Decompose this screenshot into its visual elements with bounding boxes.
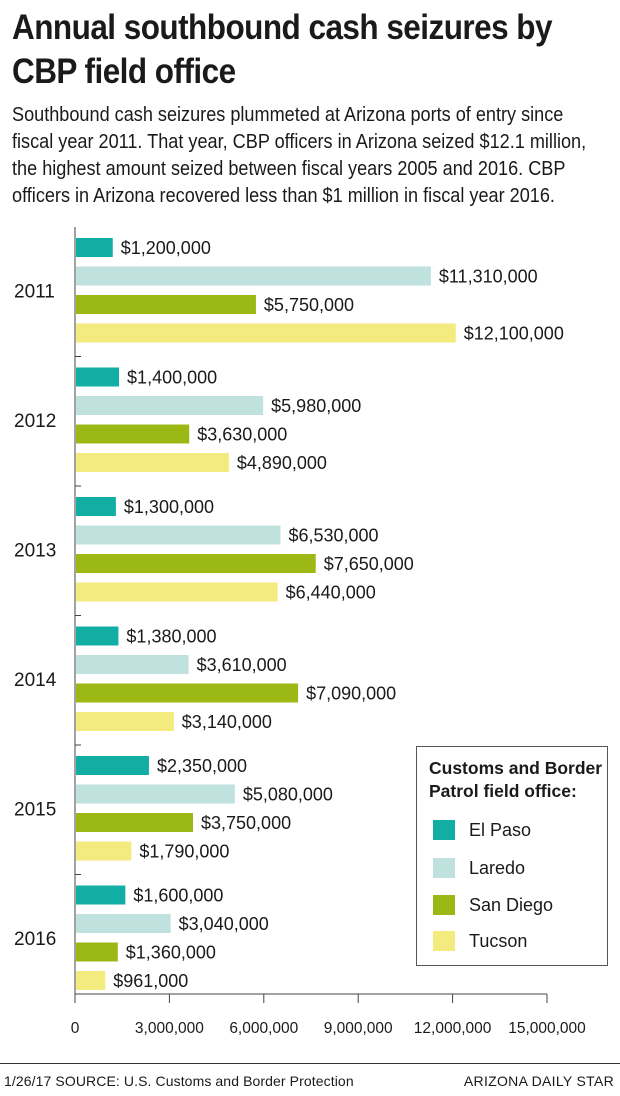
chart-subtitle: Southbound cash seizures plummeted at Ar… xyxy=(12,104,587,207)
bar-el-paso-2011 xyxy=(76,238,113,257)
data-label-laredo-2015: $5,080,000 xyxy=(243,785,333,805)
bar-san-diego-2013 xyxy=(76,554,316,573)
legend-swatch-laredo xyxy=(433,858,455,878)
data-label-san-diego-2014: $7,090,000 xyxy=(306,684,396,704)
bar-el-paso-2012 xyxy=(76,367,120,387)
legend-swatch-tucson xyxy=(433,931,455,951)
footer-divider xyxy=(0,1063,620,1064)
x-tick-label: 12,000,000 xyxy=(414,1020,492,1037)
data-label-tucson-2016: $961,000 xyxy=(113,971,188,991)
category-label-2013: 2013 xyxy=(14,540,56,561)
legend-label-laredo: Laredo xyxy=(469,857,526,878)
chart-title: Annual southbound cash seizures by CBP f… xyxy=(12,8,553,91)
legend-item-tucson: Tucson xyxy=(433,930,527,952)
data-label-tucson-2011: $12,100,000 xyxy=(464,324,564,344)
data-label-san-diego-2016: $1,360,000 xyxy=(126,943,216,963)
bar-san-diego-2015 xyxy=(76,813,193,832)
data-label-tucson-2015: $1,790,000 xyxy=(139,842,229,862)
data-label-san-diego-2011: $5,750,000 xyxy=(264,295,354,315)
legend-swatch-san-diego xyxy=(433,895,455,915)
x-tick-label: 9,000,000 xyxy=(324,1020,393,1037)
bar-laredo-2014 xyxy=(76,655,189,674)
bar-laredo-2016 xyxy=(76,914,171,933)
category-label-2011: 2011 xyxy=(14,281,55,302)
bar-el-paso-2016 xyxy=(76,885,126,905)
bar-tucson-2014 xyxy=(76,712,174,731)
bar-laredo-2015 xyxy=(76,784,235,804)
bar-laredo-2012 xyxy=(76,396,264,415)
bar-tucson-2016 xyxy=(76,971,106,990)
data-label-el-paso-2011: $1,200,000 xyxy=(121,238,211,258)
category-label-2012: 2012 xyxy=(14,411,56,432)
legend-item-san-diego: San Diego xyxy=(433,894,553,916)
legend-label-san-diego: San Diego xyxy=(469,894,554,915)
bar-tucson-2015 xyxy=(76,841,132,861)
data-label-san-diego-2013: $7,650,000 xyxy=(324,554,414,574)
category-label-2014: 2014 xyxy=(14,670,57,691)
bar-san-diego-2012 xyxy=(76,424,190,444)
bar-tucson-2011 xyxy=(76,323,456,343)
legend: Customs and Border Patrol field office: … xyxy=(416,746,608,966)
data-label-san-diego-2012: $3,630,000 xyxy=(197,425,287,445)
data-label-tucson-2013: $6,440,000 xyxy=(286,583,376,603)
bar-el-paso-2014 xyxy=(76,626,119,646)
bar-san-diego-2014 xyxy=(76,683,299,703)
data-label-el-paso-2014: $1,380,000 xyxy=(126,627,216,647)
axes-group: 2011 2012 2013 2014 2015 2016 0 3,000,000 6,000,… xyxy=(14,227,586,1037)
bar-el-paso-2013 xyxy=(76,497,116,516)
category-label-2016: 2016 xyxy=(14,929,56,950)
data-label-el-paso-2012: $1,400,000 xyxy=(127,368,217,388)
data-label-el-paso-2016: $1,600,000 xyxy=(133,886,223,906)
data-label-laredo-2012: $5,980,000 xyxy=(271,396,361,416)
legend-item-laredo: Laredo xyxy=(433,857,525,879)
bar-laredo-2011 xyxy=(76,266,431,286)
footer-publisher: ARIZONA DAILY STAR xyxy=(463,1073,614,1089)
x-tick-label: 6,000,000 xyxy=(229,1020,298,1037)
data-label-laredo-2013: $6,530,000 xyxy=(288,526,378,546)
data-label-laredo-2016: $3,040,000 xyxy=(179,914,269,934)
legend-swatch-el-paso xyxy=(433,820,455,840)
bar-san-diego-2016 xyxy=(76,942,118,962)
bar-el-paso-2015 xyxy=(76,756,149,775)
bar-chart: $1,200,000 $11,310,000 $5,750,000 $12,100,0… xyxy=(14,227,586,1037)
data-label-tucson-2014: $3,140,000 xyxy=(182,712,272,732)
bar-tucson-2012 xyxy=(76,453,229,472)
bars-group: $1,200,000 $11,310,000 $5,750,000 $12,100,0… xyxy=(76,238,564,991)
bar-tucson-2013 xyxy=(76,582,278,602)
x-tick-label: 15,000,000 xyxy=(508,1020,586,1037)
bar-san-diego-2011 xyxy=(76,295,256,314)
legend-label-el-paso: El Paso xyxy=(469,819,532,840)
legend-label-tucson: Tucson xyxy=(469,930,528,951)
x-tick-label: 0 xyxy=(71,1020,80,1037)
data-label-laredo-2011: $11,310,000 xyxy=(439,267,538,287)
footer-source: 1/26/17 SOURCE: U.S. Customs and Border … xyxy=(4,1073,354,1089)
data-label-tucson-2012: $4,890,000 xyxy=(237,453,327,473)
legend-title: Customs and Border Patrol field office: xyxy=(429,758,603,801)
bar-laredo-2013 xyxy=(76,525,281,545)
legend-item-el-paso: El Paso xyxy=(433,819,531,841)
x-tick-label: 3,000,000 xyxy=(135,1020,204,1037)
data-label-san-diego-2015: $3,750,000 xyxy=(201,813,291,833)
category-label-2015: 2015 xyxy=(14,799,56,820)
data-label-laredo-2014: $3,610,000 xyxy=(197,655,287,675)
data-label-el-paso-2013: $1,300,000 xyxy=(124,497,214,517)
data-label-el-paso-2015: $2,350,000 xyxy=(157,756,247,776)
